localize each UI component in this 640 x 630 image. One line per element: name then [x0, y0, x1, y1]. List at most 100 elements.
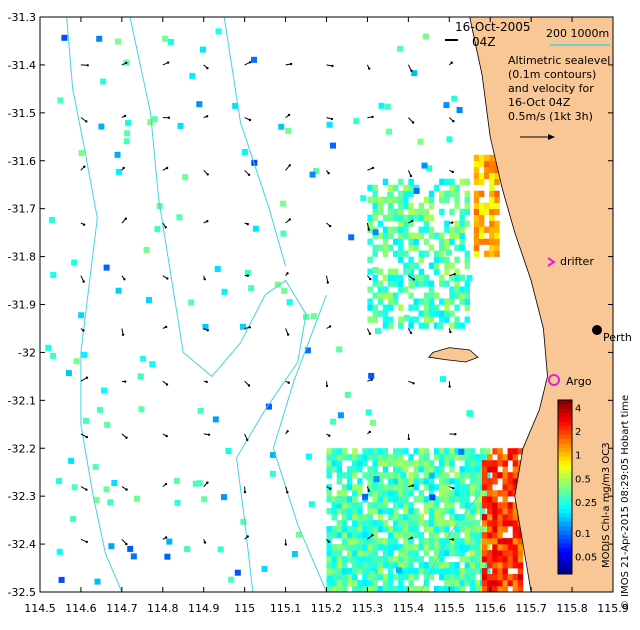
colorbar	[557, 399, 573, 575]
x-tick-label: 114.6	[65, 602, 97, 615]
bathymetry-contour	[420, 495, 479, 593]
colorbar-step	[558, 443, 572, 449]
vector-head	[451, 170, 454, 174]
y-tick-label: -32	[18, 346, 36, 359]
velocity-scale-arrow	[520, 134, 555, 140]
colorbar-step	[558, 517, 572, 523]
vector-head	[327, 172, 330, 175]
colorbar-step	[558, 408, 572, 414]
colorbar-step	[558, 513, 572, 518]
vector-head	[85, 435, 89, 439]
rottnest-island	[428, 347, 479, 363]
description-line-3: and velocity for	[508, 82, 594, 95]
x-tick-label: 115.8	[556, 602, 588, 615]
colorbar-step	[558, 547, 572, 553]
vector-head	[288, 218, 291, 221]
vector-head	[125, 61, 128, 65]
vector-head	[123, 114, 127, 118]
colorbar-step	[558, 417, 572, 423]
description-line-5: 0.5m/s (1kt 3h)	[508, 110, 593, 123]
vector-head	[166, 277, 169, 280]
colorbar-tick-labels: 4 2 1 0.5 0.25 0.1 0.05	[575, 404, 597, 564]
colorbar-step	[558, 478, 572, 484]
vector-head	[164, 536, 168, 539]
vector-head	[82, 223, 86, 226]
colorbar-step	[558, 543, 572, 549]
bathymetry-contour	[272, 294, 327, 593]
vector-head	[86, 64, 89, 67]
y-tick-label: -32.5	[8, 586, 36, 599]
vector-head	[371, 115, 374, 119]
colorbar-step	[558, 413, 572, 418]
colorbar-tick-label: 0.1	[575, 529, 591, 540]
vector-head	[206, 67, 209, 70]
vector-head	[327, 540, 330, 543]
vector-head	[165, 166, 169, 170]
vector-head	[246, 438, 249, 442]
vector-head	[411, 121, 415, 124]
vector-head	[448, 385, 451, 388]
description-line-1: Altimetric sealevel	[508, 54, 610, 67]
chl-patch	[367, 178, 470, 329]
x-tick-label: 115.1	[270, 602, 302, 615]
vector-head	[85, 120, 88, 123]
perth-marker	[592, 325, 602, 335]
y-tick-label: -31.5	[8, 107, 36, 120]
vector-head	[451, 221, 454, 224]
vector-head	[329, 487, 332, 490]
x-tick-label: 115.2	[311, 602, 343, 615]
vector-head	[164, 482, 168, 486]
vector-head	[368, 67, 371, 70]
colorbar-tick-label: 0.5	[575, 474, 591, 485]
x-tick-label: 114.5	[24, 602, 56, 615]
colorbar-step	[558, 508, 572, 514]
vector-head	[248, 326, 251, 329]
bathymetry-contour	[223, 16, 287, 267]
vector-head	[288, 164, 291, 167]
y-tick-label: -32.3	[8, 490, 36, 503]
y-tick-label: -31.8	[8, 251, 36, 264]
vector-head	[411, 484, 414, 487]
vector-head	[331, 64, 334, 68]
description-line-2: (0.1m contours)	[508, 68, 596, 81]
bathymetry-contour	[66, 16, 123, 593]
y-tick-label: -32.4	[8, 538, 36, 551]
axis-ticks: 114.5 114.6 114.7 114.8 114.9 115 115.1 115.2 11…	[8, 11, 629, 615]
colorbar-tick-label: 0.05	[575, 553, 597, 564]
bathymetry-contours	[66, 16, 479, 593]
y-tick-label: -32.1	[8, 394, 36, 407]
colorbar-step	[558, 569, 572, 575]
colorbar-tick-label: 2	[575, 427, 581, 438]
x-tick-label: 115.6	[474, 602, 506, 615]
vector-head	[450, 61, 453, 64]
vector-head	[165, 434, 168, 438]
vector-head	[165, 383, 169, 386]
vector-head	[410, 536, 413, 539]
y-tick-label: -32.2	[8, 442, 36, 455]
x-tick-label: 114.8	[147, 602, 179, 615]
colorbar-tick-label: 1	[575, 451, 581, 462]
credit-text: © IMOS 21-Apr-2015 08:29:05 Hobart time	[620, 395, 631, 610]
vector-head	[123, 278, 126, 281]
vector-head	[284, 543, 287, 546]
vector-head	[289, 62, 293, 66]
x-tick-label: 115.7	[515, 602, 547, 615]
vector-head	[328, 325, 332, 328]
colorbar-tick-label: 0.25	[575, 498, 597, 509]
vector-head	[368, 332, 372, 335]
colorbar-step	[558, 521, 572, 527]
vector-head	[206, 173, 209, 176]
vector-head	[85, 488, 88, 491]
vector-head	[206, 481, 209, 484]
vector-head	[452, 487, 455, 490]
y-tick-label: -31.7	[8, 203, 36, 216]
colorbar-step	[558, 452, 572, 457]
vector-head	[205, 115, 209, 118]
vector-head	[371, 534, 374, 537]
vector-head	[409, 331, 413, 335]
colorbar-step	[558, 469, 572, 475]
vector-head	[369, 277, 372, 281]
x-tick-label: 115.9	[597, 602, 629, 615]
vector-head	[328, 224, 332, 228]
argo-label: Argo	[566, 375, 592, 388]
